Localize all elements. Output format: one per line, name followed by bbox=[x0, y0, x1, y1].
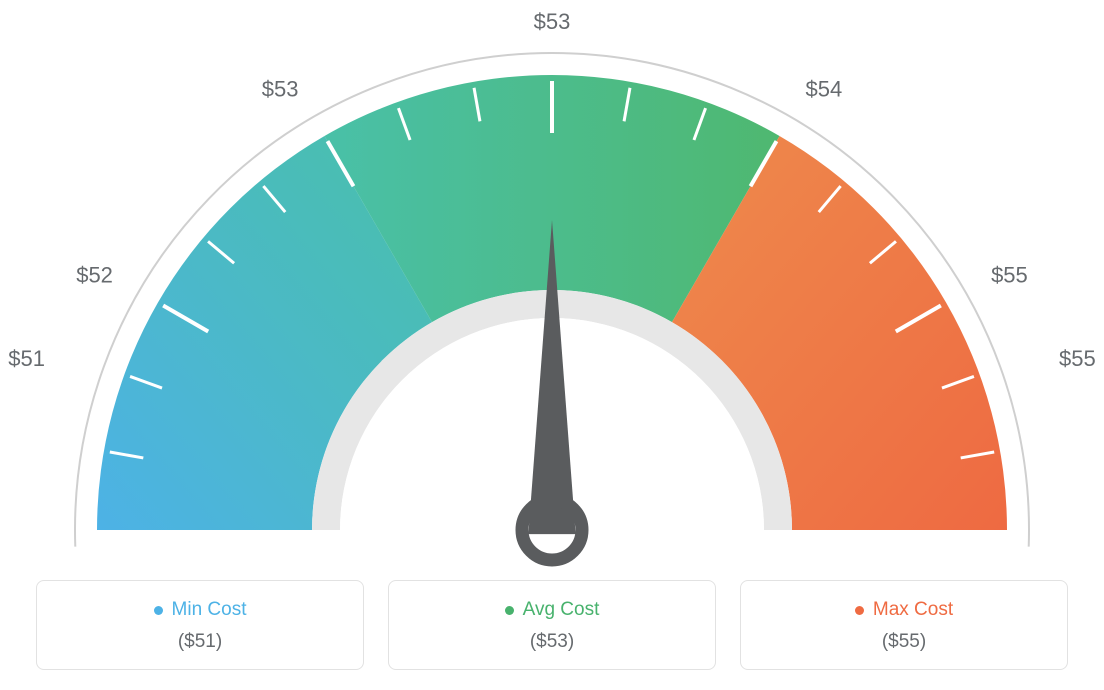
legend-label-avg: Avg Cost bbox=[523, 599, 600, 621]
svg-text:$53: $53 bbox=[262, 77, 299, 102]
legend-card-min: Min Cost ($51) bbox=[36, 580, 364, 670]
legend-dot-min bbox=[154, 606, 163, 615]
legend-value-max: ($55) bbox=[751, 631, 1057, 653]
legend-value-avg: ($53) bbox=[399, 631, 705, 653]
svg-text:$53: $53 bbox=[534, 9, 571, 34]
legend-label-min: Min Cost bbox=[172, 599, 247, 621]
legend-dot-max bbox=[855, 606, 864, 615]
legend-label-max: Max Cost bbox=[873, 599, 953, 621]
svg-text:$54: $54 bbox=[806, 77, 843, 102]
legend-row: Min Cost ($51) Avg Cost ($53) Max Cost (… bbox=[0, 580, 1104, 670]
legend-card-max: Max Cost ($55) bbox=[740, 580, 1068, 670]
gauge-chart: $51 $52 $53 $53 $54 $55 $55 bbox=[0, 0, 1104, 570]
svg-text:$55: $55 bbox=[1059, 346, 1096, 371]
svg-text:$52: $52 bbox=[76, 262, 113, 287]
legend-dot-avg bbox=[505, 606, 514, 615]
svg-text:$51: $51 bbox=[8, 346, 45, 371]
legend-value-min: ($51) bbox=[47, 631, 353, 653]
svg-text:$55: $55 bbox=[991, 262, 1028, 287]
legend-card-avg: Avg Cost ($53) bbox=[388, 580, 716, 670]
